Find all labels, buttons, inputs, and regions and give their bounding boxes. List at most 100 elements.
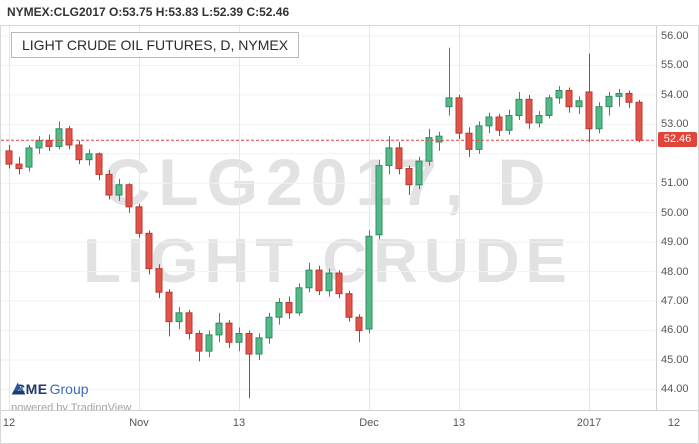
candle-body bbox=[455, 97, 463, 134]
candle[interactable] bbox=[25, 144, 33, 172]
candle-body bbox=[245, 332, 253, 355]
candle-body bbox=[325, 272, 333, 292]
candle[interactable] bbox=[365, 230, 373, 334]
candle[interactable] bbox=[155, 264, 163, 299]
candle[interactable] bbox=[145, 230, 153, 275]
candle[interactable] bbox=[175, 306, 183, 330]
candle[interactable] bbox=[425, 128, 433, 166]
candle[interactable] bbox=[55, 121, 63, 150]
candle[interactable] bbox=[375, 159, 383, 240]
candle[interactable] bbox=[635, 99, 643, 143]
price-tick-label: 53.00 bbox=[661, 118, 689, 131]
candle[interactable] bbox=[595, 102, 603, 134]
cme-group-logo[interactable]: CME Group bbox=[11, 381, 131, 397]
candle[interactable] bbox=[275, 298, 283, 325]
price-tick-label: 50.00 bbox=[661, 206, 689, 219]
price-tick-label: 54.00 bbox=[661, 88, 689, 101]
candle[interactable] bbox=[15, 156, 23, 175]
candle[interactable] bbox=[525, 94, 533, 129]
candle-body bbox=[125, 184, 133, 208]
watermark-symbol: CLG2017, D bbox=[102, 145, 554, 219]
candle[interactable] bbox=[295, 283, 303, 316]
candle[interactable] bbox=[205, 330, 213, 357]
time-tick-label: Nov bbox=[129, 417, 149, 429]
candle[interactable] bbox=[405, 165, 413, 196]
candle[interactable] bbox=[225, 320, 233, 349]
candle[interactable] bbox=[535, 111, 543, 128]
candle[interactable] bbox=[265, 312, 273, 344]
candle[interactable] bbox=[115, 178, 123, 201]
candle[interactable] bbox=[315, 265, 323, 296]
chart-legend[interactable]: LIGHT CRUDE OIL FUTURES, D, NYMEX bbox=[11, 32, 300, 58]
candle-body bbox=[555, 89, 563, 99]
candle-body bbox=[445, 97, 453, 108]
candle[interactable] bbox=[65, 125, 73, 150]
candle[interactable] bbox=[615, 89, 623, 107]
candle[interactable] bbox=[245, 330, 253, 399]
price-axis[interactable]: 56.00 55.00 54.00 53.00 51.00 50.00 49.00 48.00… bbox=[656, 26, 698, 410]
candle[interactable] bbox=[465, 127, 473, 157]
candle-body bbox=[585, 91, 593, 130]
candle-body bbox=[355, 316, 363, 331]
candle[interactable] bbox=[415, 156, 423, 190]
candle[interactable] bbox=[235, 327, 243, 352]
candle-body bbox=[565, 89, 573, 108]
time-tick-label: 13 bbox=[232, 417, 246, 429]
candle[interactable] bbox=[285, 296, 293, 319]
candle-body bbox=[335, 272, 343, 295]
candle[interactable] bbox=[385, 136, 393, 175]
candle[interactable] bbox=[475, 121, 483, 154]
candle[interactable] bbox=[545, 94, 553, 119]
candle[interactable] bbox=[305, 262, 313, 293]
candle[interactable] bbox=[215, 312, 223, 343]
candle[interactable] bbox=[355, 314, 363, 343]
candle-body bbox=[595, 106, 603, 130]
candle[interactable] bbox=[325, 268, 333, 297]
candle-body bbox=[15, 163, 23, 170]
candle[interactable] bbox=[165, 289, 173, 337]
candle[interactable] bbox=[575, 96, 583, 115]
candle[interactable] bbox=[125, 183, 133, 213]
candle[interactable] bbox=[565, 87, 573, 113]
candle-body bbox=[285, 302, 293, 314]
candle[interactable] bbox=[95, 152, 103, 181]
candle[interactable] bbox=[435, 131, 443, 151]
candle-body bbox=[515, 98, 523, 117]
candle-body bbox=[275, 302, 283, 318]
candle[interactable] bbox=[35, 136, 43, 154]
tradingview-attribution[interactable]: powered by TradingView bbox=[11, 402, 132, 410]
candle[interactable] bbox=[605, 91, 613, 116]
candle[interactable] bbox=[255, 333, 263, 360]
candle-body bbox=[415, 160, 423, 186]
candle[interactable] bbox=[585, 53, 593, 143]
time-tick-label: 13 bbox=[452, 417, 466, 429]
candle[interactable] bbox=[195, 330, 203, 362]
candle[interactable] bbox=[185, 309, 193, 340]
candlestick-chart[interactable] bbox=[1, 26, 655, 410]
candle[interactable] bbox=[105, 170, 113, 200]
candle[interactable] bbox=[505, 109, 513, 135]
candle[interactable] bbox=[515, 91, 523, 120]
price-tick-label: 44.00 bbox=[661, 383, 689, 396]
candle[interactable] bbox=[555, 86, 563, 104]
candle-body bbox=[205, 334, 213, 352]
candle[interactable] bbox=[395, 142, 403, 175]
candle[interactable] bbox=[485, 112, 493, 134]
branding-block: CME Group powered by TradingView bbox=[11, 381, 131, 410]
price-tick-label: 49.00 bbox=[661, 236, 689, 249]
candle[interactable] bbox=[345, 290, 353, 322]
candle[interactable] bbox=[335, 270, 343, 299]
candle[interactable] bbox=[5, 144, 13, 169]
candle-body bbox=[605, 95, 613, 108]
candle[interactable] bbox=[445, 47, 453, 116]
candle[interactable] bbox=[135, 203, 143, 238]
candle[interactable] bbox=[85, 149, 93, 166]
candle[interactable] bbox=[495, 114, 503, 137]
time-axis[interactable]: 12 Nov 13 Dec 13 2017 12 bbox=[1, 410, 698, 443]
candle[interactable] bbox=[625, 90, 633, 109]
candle[interactable] bbox=[455, 94, 463, 140]
candle[interactable] bbox=[75, 140, 83, 165]
price-tick-label: 51.00 bbox=[661, 177, 689, 190]
candle[interactable] bbox=[45, 134, 53, 151]
